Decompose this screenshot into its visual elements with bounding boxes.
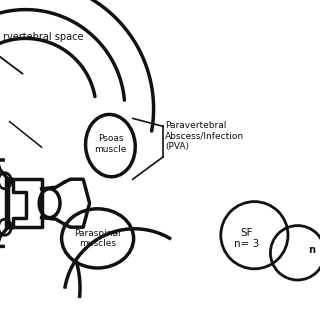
Text: Paravertebral
Abscess/Infection
(PVA): Paravertebral Abscess/Infection (PVA) (165, 121, 244, 151)
Text: Paraspinal
muscles: Paraspinal muscles (74, 229, 121, 248)
Text: rvertebral space: rvertebral space (3, 32, 84, 42)
Text: Psoas
muscle: Psoas muscle (94, 134, 127, 154)
Text: SF
n= 3: SF n= 3 (234, 228, 259, 249)
Text: n: n (308, 244, 316, 255)
